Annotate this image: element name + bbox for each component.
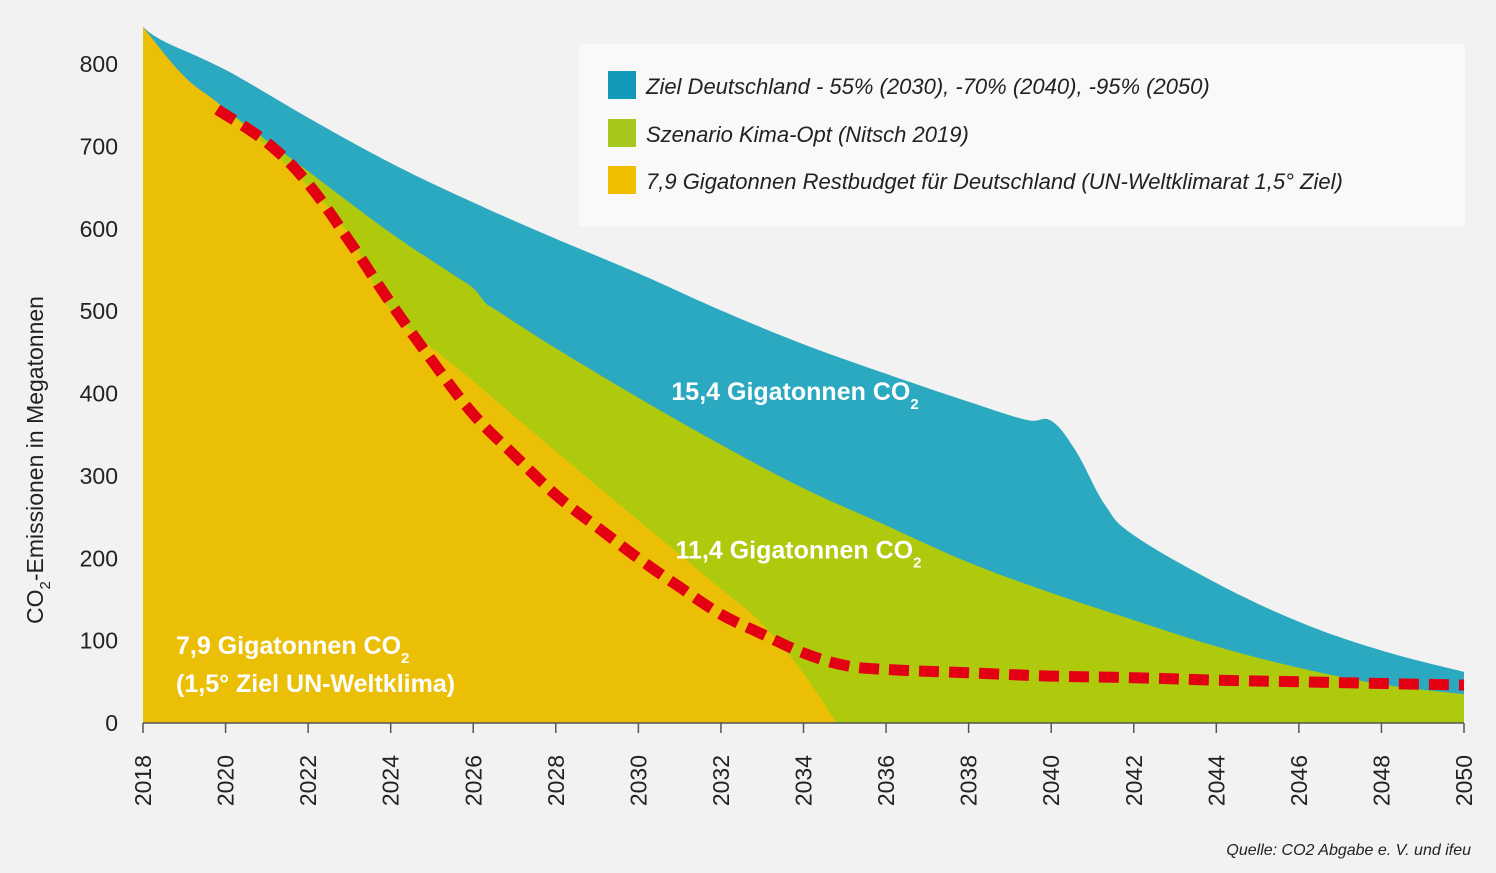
dashed-line-restbudget	[214, 104, 1465, 691]
area-annotation: 11,4 Gigatonnen CO2	[676, 536, 922, 571]
x-tick-label: 2036	[873, 755, 899, 806]
y-tick-label: 800	[80, 51, 118, 77]
x-tick-label: 2042	[1121, 755, 1147, 806]
x-tick-label: 2040	[1038, 755, 1064, 806]
y-tick-label: 200	[80, 545, 118, 571]
x-tick-label: 2022	[295, 755, 321, 806]
y-axis-label-main: CO	[22, 590, 48, 625]
x-tick-label: 2028	[543, 755, 569, 806]
x-tick-label: 2048	[1368, 755, 1394, 806]
y-axis-label: CO2-Emissionen in Megatonnen	[22, 296, 54, 624]
legend-label-budget: 7,9 Gigatonnen Restbudget für Deutschlan…	[646, 169, 1343, 194]
x-tick-label: 2034	[791, 755, 817, 806]
x-tick-label: 2024	[378, 755, 404, 806]
legend-label-szenario: Szenario Kima-Opt (Nitsch 2019)	[646, 122, 969, 147]
y-tick-label: 300	[80, 463, 118, 489]
area-annotation: 7,9 Gigatonnen CO2 (1,5° Ziel UN-Weltklim…	[176, 632, 455, 698]
x-tick-label: 2044	[1203, 755, 1229, 806]
x-tick-label: 2020	[213, 755, 239, 806]
x-tick-label: 2018	[130, 755, 156, 806]
y-tick-label: 500	[80, 298, 118, 324]
y-tick-label: 600	[80, 216, 118, 242]
y-axis-label-subscript: 2	[37, 581, 54, 589]
legend-swatch-szenario	[608, 119, 636, 147]
dashed-line-group	[214, 104, 1465, 691]
source-note: Quelle: CO2 Abgabe e. V. und ifeu	[1226, 842, 1471, 859]
y-tick-label: 100	[80, 628, 118, 654]
legend-swatch-ziel	[608, 71, 636, 99]
legend-box	[579, 44, 1465, 226]
x-tick-label: 2026	[460, 755, 486, 806]
legend: Ziel Deutschland - 55% (2030), -70% (204…	[579, 44, 1465, 226]
y-tick-label: 0	[105, 710, 118, 736]
x-tick-label: 2038	[956, 755, 982, 806]
area-annotation: 15,4 Gigatonnen CO2	[671, 378, 918, 413]
legend-label-ziel: Ziel Deutschland - 55% (2030), -70% (204…	[645, 74, 1210, 99]
legend-swatch-budget	[608, 166, 636, 194]
y-tick-label: 400	[80, 381, 118, 407]
x-tick-label: 2030	[625, 755, 651, 806]
x-tick-label: 2046	[1286, 755, 1312, 806]
annotations-group: 15,4 Gigatonnen CO2 11,4 Gigatonnen CO2 7,…	[176, 378, 921, 698]
y-tick-label: 700	[80, 134, 118, 160]
y-axis-label-rest: -Emissionen in Megatonnen	[22, 296, 48, 581]
x-tick-label: 2050	[1451, 755, 1477, 806]
axes-group: 0 100 200 300 400 500 600 700 800 2018 2020 2022 202…	[80, 51, 1477, 806]
x-tick-label: 2032	[708, 755, 734, 806]
